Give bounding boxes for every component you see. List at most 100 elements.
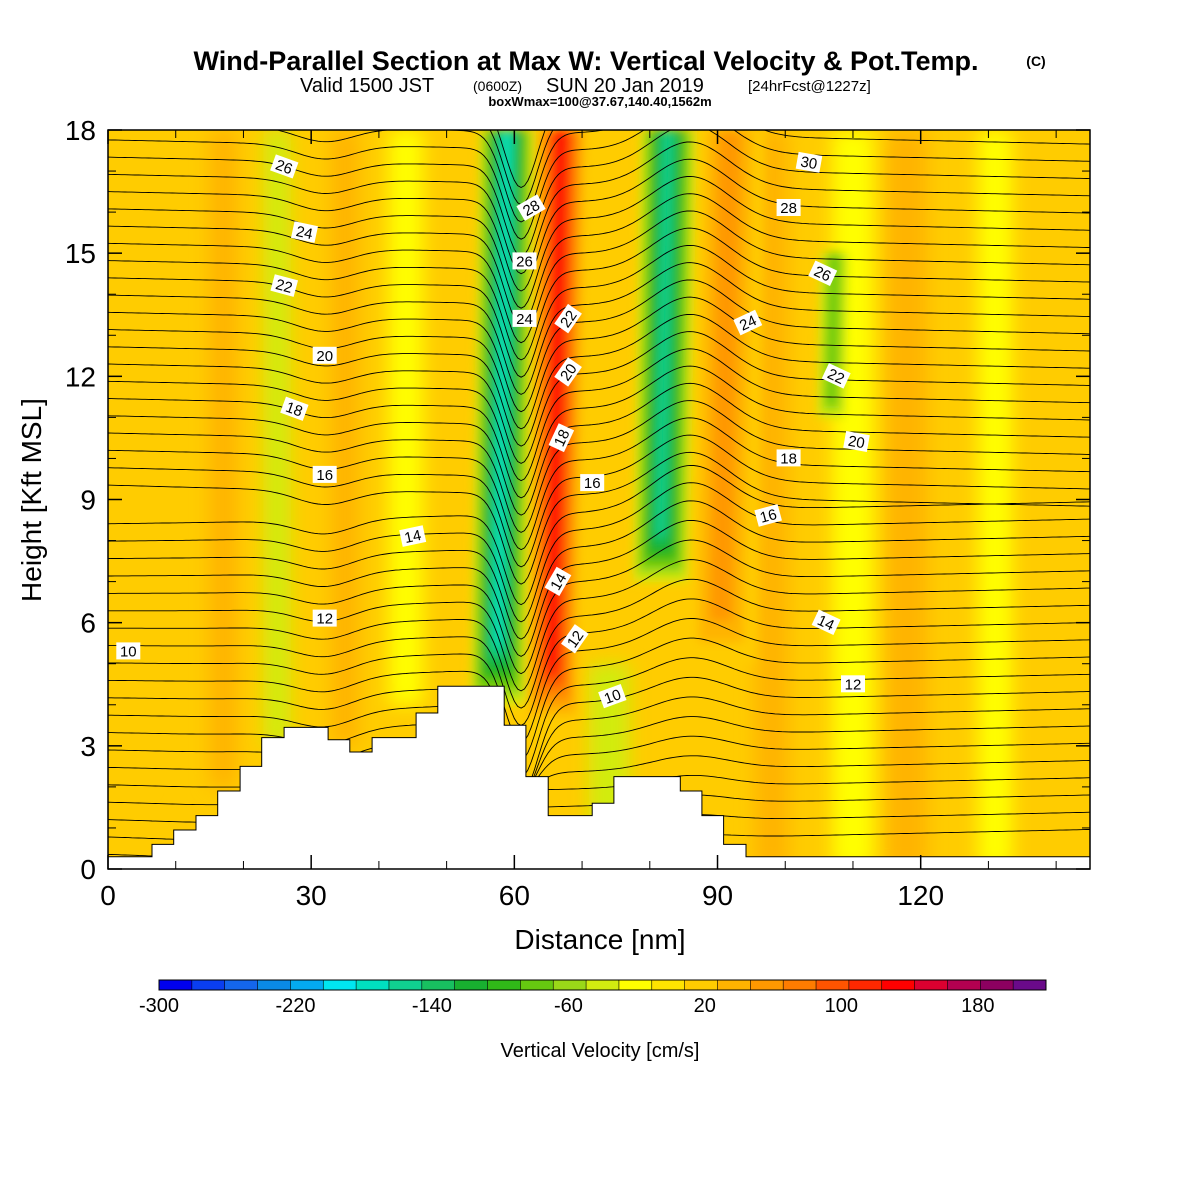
theta-contour-label-text: 30 [799, 153, 818, 173]
colorbar-swatch [618, 980, 653, 990]
y-tick-label: 18 [65, 115, 96, 146]
theta-contour-line [108, 657, 1090, 778]
theta-contour-label-text: 24 [516, 311, 533, 328]
theta-contour-line [108, 417, 1090, 551]
y-tick-label: 15 [65, 238, 96, 269]
colorbar-tick-label: 180 [961, 995, 994, 1017]
theta-contour-label-box [808, 260, 838, 287]
theta-contour-label: 26 [512, 252, 537, 270]
theta-contour-line [108, 296, 1090, 430]
theta-contour-line [108, 559, 1090, 692]
colorbar-tick-label: -300 [139, 995, 179, 1017]
theta-contour-label-text: 26 [273, 157, 294, 179]
theta-contour-label-box [811, 609, 841, 636]
velocity-level-band [656, 130, 672, 536]
velocity-texture-band [389, 130, 423, 705]
theta-contour-line [108, 141, 1090, 275]
theta-contour-line [108, 464, 1090, 606]
x-tick-label: 120 [897, 880, 944, 911]
theta-contour-label: 10 [116, 642, 141, 660]
velocity-texture-band [263, 130, 291, 746]
colorbar-frame [158, 979, 1047, 991]
colorbar-swatch [388, 980, 423, 990]
theta-contour-label: 30 [795, 151, 823, 173]
y-axis-label: Height [Kft MSL] [16, 398, 47, 602]
theta-contour-label: 12 [841, 675, 865, 693]
theta-contour-line [108, 618, 1090, 744]
chart-title-line: Wind-Parallel Section at Max W: Vertical… [194, 46, 1046, 76]
theta-contour-label: 20 [554, 357, 582, 387]
velocity-texture-band [886, 130, 928, 869]
theta-contour-label: 16 [580, 474, 605, 492]
theta-contour-label-box [580, 474, 605, 492]
theta-contour-label: 24 [290, 221, 319, 243]
velocity-level-band [548, 130, 565, 665]
colorbar-swatch [684, 980, 718, 990]
updraft-band [687, 130, 765, 664]
y-tick-label: 3 [80, 731, 96, 762]
theta-contour-label: 24 [512, 309, 537, 328]
colorbar-tick-label: -140 [412, 995, 452, 1017]
colorbar-swatch [783, 980, 817, 990]
theta-contour-label-text: 18 [283, 399, 304, 421]
theta-contour-label-text: 26 [811, 263, 833, 285]
colorbar-swatch [717, 980, 751, 990]
theta-contour-label-text: 28 [520, 197, 543, 220]
x-tick-label: 90 [702, 880, 733, 911]
theta-contour-label-box [290, 221, 319, 243]
theta-contour-label: 24 [733, 309, 763, 336]
colorbar-swatch [980, 980, 1014, 990]
theta-contour-line [108, 313, 1090, 447]
theta-contour-label-text: 28 [780, 200, 797, 217]
theta-contour-line [108, 158, 1090, 292]
theta-contour-label-text: 24 [737, 312, 759, 334]
theta-contour-label-box [312, 346, 337, 364]
theta-contour-label: 26 [808, 260, 838, 287]
theta-contour-line [108, 175, 1090, 309]
axes: 0 30 60 90 120 0 3 6 9 12 15 18 [65, 115, 1090, 911]
theta-contour-label-text: 16 [316, 467, 333, 484]
theta-contour-label-box [795, 151, 823, 173]
theta-contour-label-text: 26 [516, 253, 533, 270]
x-tick-label: 60 [499, 880, 530, 911]
colorbar-swatch [914, 980, 948, 990]
theta-contour-label-box [554, 303, 582, 334]
theta-contour-line [108, 400, 1090, 533]
theta-contour-label-text: 12 [316, 611, 333, 628]
colorbar-tick-label: -220 [275, 995, 315, 1017]
plot-area: 10 12 14 16 18 20 22 24 26 10 12 14 16 18 20 22 24 26 28 12… [108, 130, 1090, 869]
x-axis-label: Distance [nm] [514, 924, 685, 955]
colorbar: -300 -220 -140 -60 20 100 180 [139, 979, 1047, 1017]
theta-contour-label-box [776, 199, 801, 216]
valid-date-text: SUN 20 Jan 2019 [546, 75, 704, 97]
theta-contour-label-box [512, 309, 537, 327]
chart-title: Wind-Parallel Section at Max W: Vertical… [194, 46, 979, 76]
y-tick-label: 9 [80, 485, 96, 516]
box-wmax-text: boxWmax=100@37.67,140.40,1562m [488, 94, 711, 109]
colorbar-swatch [651, 980, 686, 990]
theta-contour-line [108, 539, 1090, 675]
theta-contour-label: 18 [548, 423, 575, 453]
theta-contour-label-text: 24 [294, 223, 314, 243]
theta-contour-label-box [821, 363, 851, 389]
theta-contour-label-box [841, 675, 865, 693]
colorbar-swatch [356, 980, 390, 990]
colorbar-swatch [224, 980, 258, 990]
theta-contour-line [108, 696, 1090, 796]
forecast-init-text: [24hrFcst@1227z] [748, 78, 871, 95]
theta-contour-label-box [512, 252, 537, 270]
valid-zulu-text: (0600Z) [473, 78, 522, 94]
theta-contour-label-box [312, 465, 337, 483]
colorbar-swatch [487, 980, 521, 990]
theta-contour-label: 16 [754, 504, 782, 527]
theta-contour-label-text: 20 [847, 433, 866, 453]
theta-contour-label-text: 12 [564, 628, 587, 651]
theta-contour-label-box [548, 423, 575, 453]
theta-contour-line [108, 598, 1090, 726]
theta-contour-label-text: 22 [557, 307, 580, 330]
velocity-texture-band [209, 130, 237, 787]
colorbar-swatch [553, 980, 587, 990]
theta-contour-label-text: 16 [584, 475, 601, 492]
colorbar-swatch [421, 980, 456, 990]
